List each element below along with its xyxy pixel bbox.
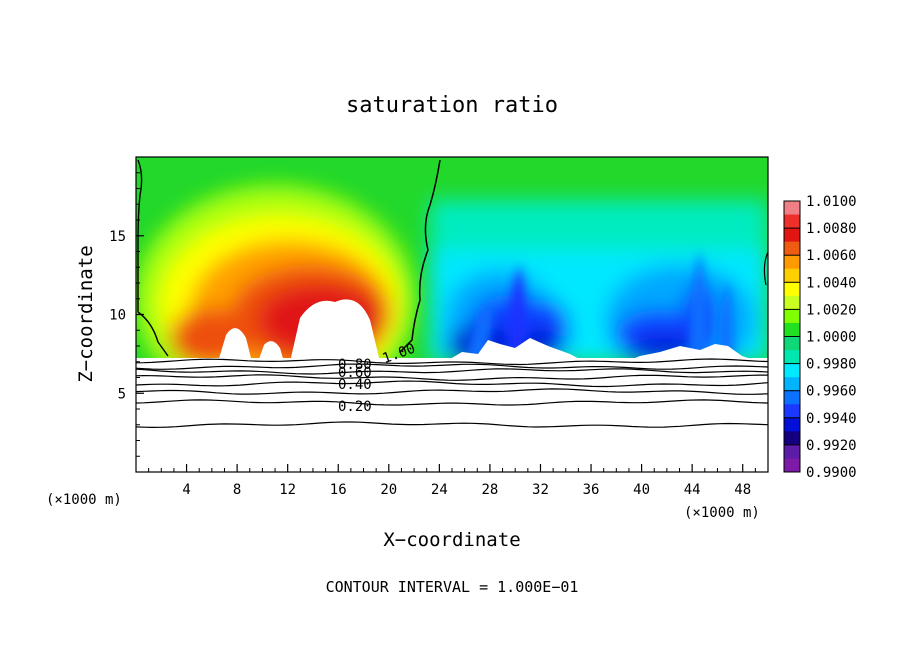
contour-line xyxy=(136,374,768,381)
x-tick-label: 8 xyxy=(233,482,241,498)
colorbar-label: 1.0020 xyxy=(806,302,857,318)
y-axis: 5 10 15 xyxy=(109,172,144,457)
colorbar: 1.0100 1.0080 1.0060 1.0040 1.0020 1.0000 0.99… xyxy=(783,194,857,481)
y-tick-label: 5 xyxy=(118,386,126,402)
contour-label: 0.80 xyxy=(338,357,372,373)
x-tick-label: 48 xyxy=(734,482,751,498)
contour-line xyxy=(136,399,768,406)
colorbar-swatch xyxy=(784,336,800,351)
colorbar-swatch xyxy=(784,309,800,324)
contour-line xyxy=(136,368,768,375)
contour-line xyxy=(136,363,768,370)
contour-label: 0.40 xyxy=(338,377,372,393)
unity-contour-line xyxy=(399,159,441,353)
colorbar-swatch xyxy=(784,350,800,365)
chart-title: saturation ratio xyxy=(346,93,558,118)
colorbar-swatch xyxy=(784,458,800,473)
y-tick-label: 10 xyxy=(109,308,126,324)
colorbar-label: 0.9920 xyxy=(806,438,857,454)
x-tick-label: 16 xyxy=(330,482,347,498)
colorbar-label: 0.9980 xyxy=(806,357,857,373)
x-tick-label: 44 xyxy=(684,482,701,498)
unsaturated-lower-region xyxy=(136,358,768,472)
contour-lines xyxy=(136,358,768,429)
colorbar-label: 0.9960 xyxy=(806,384,857,400)
y-tick-label: 15 xyxy=(109,229,126,245)
contour-line xyxy=(136,380,768,388)
colorbar-swatch xyxy=(784,431,800,446)
colorbar-swatch xyxy=(784,295,800,310)
colorbar-swatch xyxy=(784,255,800,270)
colorbar-swatch xyxy=(784,241,800,256)
x-axis: 4 8 12 16 20 24 28 32 36 40 44 48 xyxy=(148,464,756,498)
plot-area xyxy=(136,157,768,472)
colorbar-label: 1.0000 xyxy=(806,330,857,346)
left-edge-contour xyxy=(137,159,169,357)
x-tick-label: 28 xyxy=(481,482,498,498)
contour-line xyxy=(136,388,768,395)
x-axis-label: X−coordinate xyxy=(383,529,520,551)
colorbar-swatch xyxy=(784,444,800,459)
x-tick-label: 24 xyxy=(431,482,448,498)
colorbar-label: 1.0080 xyxy=(806,221,857,237)
colorbar-swatch xyxy=(784,228,800,243)
colorbar-swatch xyxy=(784,201,800,216)
colorbar-swatch xyxy=(784,377,800,392)
x-tick-label: 36 xyxy=(583,482,600,498)
x-unit-left: (×1000 m) xyxy=(46,492,122,508)
colorbar-swatch xyxy=(784,417,800,432)
contour-label: 0.60 xyxy=(338,365,372,381)
right-edge-contour xyxy=(763,251,768,286)
colorbar-swatch xyxy=(784,404,800,419)
x-tick-label: 12 xyxy=(279,482,296,498)
contour-line xyxy=(136,358,768,366)
colorbar-swatch xyxy=(784,214,800,229)
contour-interval-note: CONTOUR INTERVAL = 1.000E−01 xyxy=(326,578,579,596)
colorbar-swatch xyxy=(784,363,800,378)
x-tick-label: 20 xyxy=(380,482,397,498)
colorbar-label: 1.0040 xyxy=(806,275,857,291)
y-axis-label: Z−coordinate xyxy=(75,245,97,382)
subsaturated-white-patches xyxy=(445,338,760,362)
colorbar-swatch xyxy=(784,282,800,297)
colorbar-label: 1.0100 xyxy=(806,194,857,210)
x-tick-label: 32 xyxy=(532,482,549,498)
x-tick-label: 4 xyxy=(182,482,190,498)
contour-line xyxy=(136,421,768,429)
contour-label: 0.20 xyxy=(338,399,372,415)
colorbar-label: 0.9900 xyxy=(806,465,857,481)
colorbar-label: 1.0060 xyxy=(806,248,857,264)
oversaturated-white-cores xyxy=(218,299,380,362)
colorbar-swatch xyxy=(784,268,800,283)
colorbar-swatch xyxy=(784,322,800,337)
colorbar-label: 0.9940 xyxy=(806,411,857,427)
colorbar-swatch xyxy=(784,390,800,405)
x-unit-right: (×1000 m) xyxy=(684,505,760,521)
x-tick-label: 40 xyxy=(633,482,650,498)
